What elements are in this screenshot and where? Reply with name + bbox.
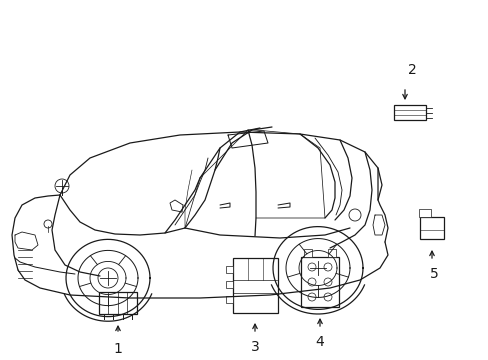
Bar (304, 249, 311, 257)
Bar (225, 296, 232, 303)
Bar (225, 281, 232, 288)
Text: 1: 1 (113, 342, 122, 356)
Bar (232, 258, 278, 313)
Bar (301, 257, 338, 307)
Bar (327, 249, 335, 257)
Text: 5: 5 (429, 267, 437, 281)
Text: 4: 4 (315, 335, 324, 349)
Bar (225, 266, 232, 273)
Bar (99, 292, 137, 314)
Text: 3: 3 (250, 340, 259, 354)
Text: 2: 2 (407, 63, 415, 77)
Bar (419, 217, 443, 239)
Bar (393, 105, 425, 120)
Bar (418, 209, 430, 217)
